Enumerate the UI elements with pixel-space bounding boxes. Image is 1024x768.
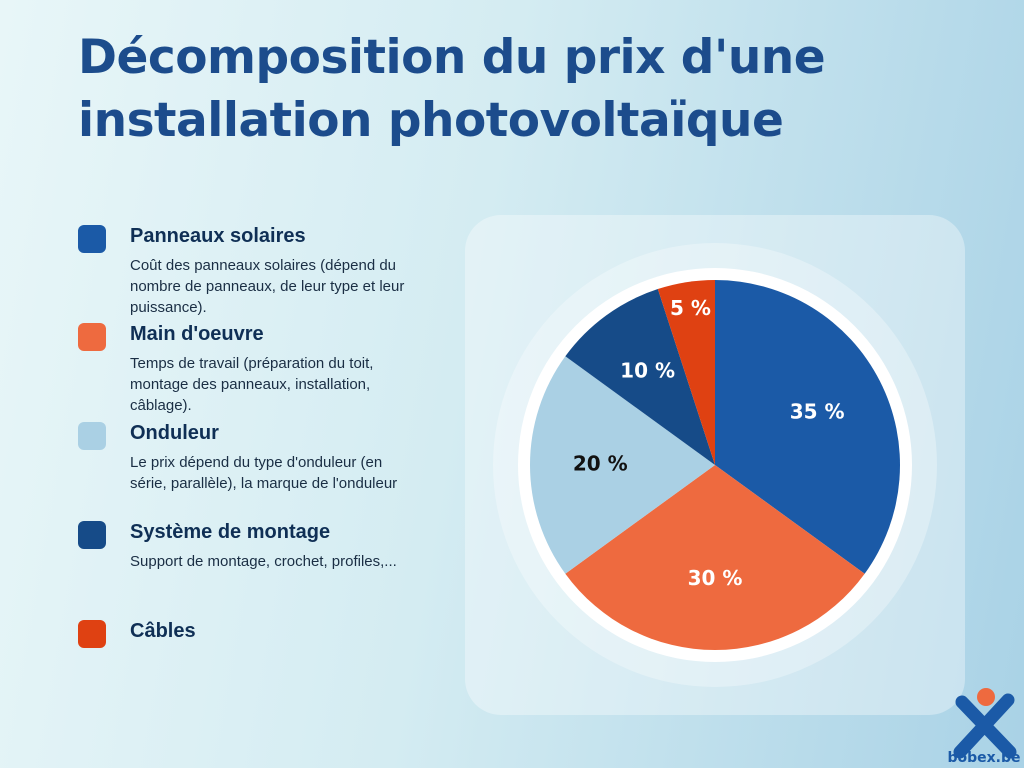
pie-slice: [657, 280, 715, 465]
brand: bobex.be: [947, 750, 1020, 766]
pie-slice: [715, 280, 901, 574]
logo: bobex.be: [947, 688, 1021, 766]
legend-label: Système de montage: [130, 521, 331, 543]
logo-dot: [977, 688, 995, 706]
legend-swatch: [78, 521, 106, 549]
value-label: 20 %: [573, 452, 628, 476]
chart-title: Décomposition du prix d'une installation…: [78, 30, 826, 148]
legend-label: Onduleur: [130, 422, 219, 444]
legend-description: Le prix dépend du type d'onduleur (en sé…: [130, 454, 398, 492]
legend-description: Temps de travail (préparation du toit, m…: [130, 355, 374, 414]
value-label: 10 %: [620, 359, 675, 383]
legend-label: Câbles: [130, 620, 196, 642]
pie-slice: [530, 356, 715, 574]
pie: 35 % 30 % 20 % 10 % 5 %: [530, 280, 901, 650]
legend-swatch: [78, 225, 106, 253]
value-label: 35 %: [790, 399, 845, 423]
legend-swatch: [78, 323, 106, 351]
legend-description: Coût des panneaux solaires (dépend du no…: [130, 257, 405, 316]
legend-description: Support de montage, crochet, profiles,..…: [130, 553, 397, 570]
pie-slice: [565, 289, 715, 465]
logo-mark: [953, 693, 1017, 759]
pie-slice: [565, 465, 865, 650]
legend-swatch: [78, 620, 106, 648]
legend-label: Panneaux solaires: [130, 225, 306, 247]
value-label: 30 %: [688, 566, 743, 590]
legend-label: Main d'oeuvre: [130, 323, 264, 345]
value-label: 5 %: [670, 296, 711, 320]
legend-swatch: [78, 422, 106, 450]
